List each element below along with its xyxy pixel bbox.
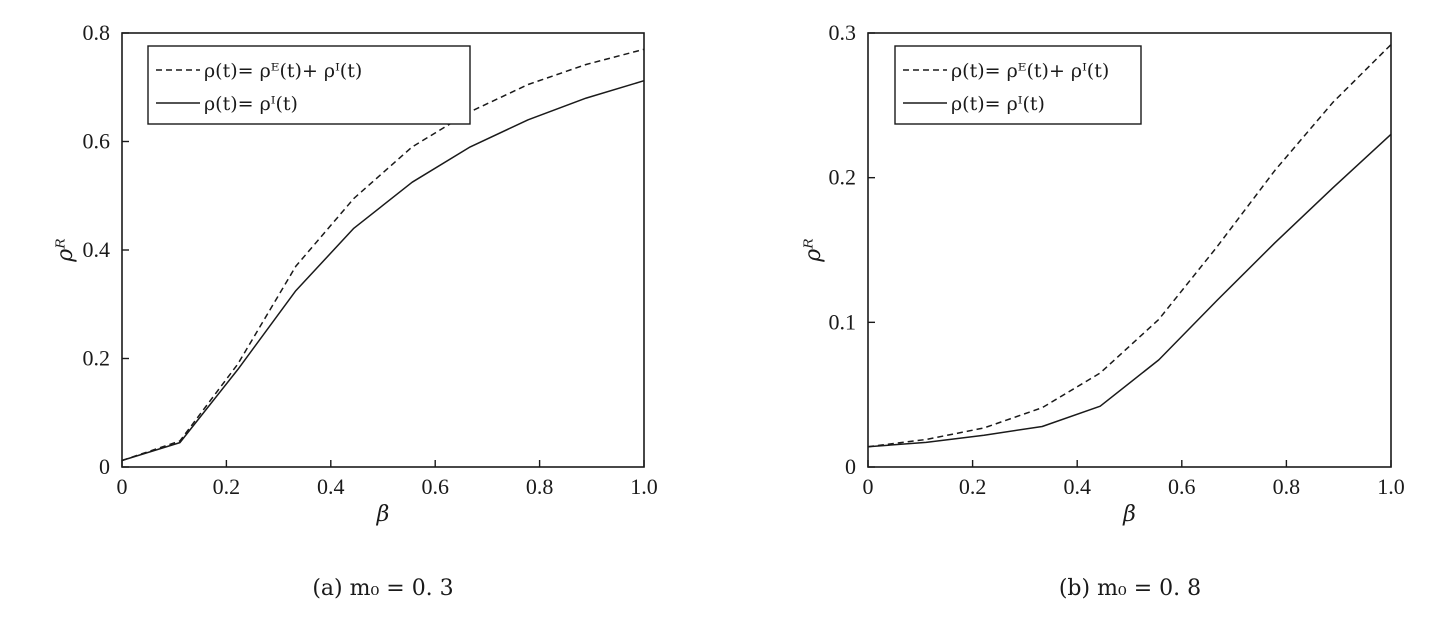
x-tick-label: 0.4	[1063, 474, 1091, 499]
x-tick-label: 0	[863, 474, 874, 499]
y-axis-label: ρᴿ	[801, 238, 826, 262]
y-tick-label: 0.8	[83, 20, 111, 45]
x-tick-label: 0	[117, 474, 128, 499]
y-tick-label: 0.3	[829, 20, 857, 45]
x-tick-label: 1.0	[630, 474, 658, 499]
panel-caption: (a) m₀ = 0. 3	[312, 576, 453, 601]
x-tick-label: 1.0	[1377, 474, 1405, 499]
x-axis-label: β	[1122, 502, 1136, 527]
y-tick-label: 0.2	[83, 346, 111, 371]
legend-box	[147, 45, 471, 125]
legend-label: ρ(t)= ρᴱ(t)+ ρᴵ(t)	[204, 60, 362, 82]
y-tick-label: 0.1	[829, 309, 857, 334]
x-tick-label: 0.4	[317, 474, 345, 499]
legend-label: ρ(t)= ρᴵ(t)	[951, 93, 1045, 115]
y-tick-label: 0.4	[83, 237, 111, 262]
y-tick-label: 0	[845, 454, 856, 479]
x-tick-label: 0.8	[526, 474, 554, 499]
plot-frame	[867, 32, 1392, 468]
y-axis-label: ρᴿ	[53, 238, 78, 262]
y-tick-label: 0.2	[829, 165, 857, 190]
chart-panel-b: 0 0.2 0.4 0.6 0.8 1.0 0 0.1 0.2 0.3 β ρᴿ ρ(t)= ρᴱ(t)…	[801, 20, 1405, 601]
series-line-total	[121, 48, 645, 462]
x-axis-label: β	[376, 502, 390, 527]
chart-panel-a: 0 0.2 0.4 0.6 0.8 1.0 0 0.2 0.4 0.6 0.8 β ρᴿ ρ(t)= ρᴱ…	[53, 20, 658, 601]
x-tick-label: 0.2	[959, 474, 987, 499]
x-tick-label: 0.6	[1168, 474, 1196, 499]
y-tick-label: 0	[99, 454, 110, 479]
series-line-infected	[867, 133, 1392, 448]
legend: ρ(t)= ρᴱ(t)+ ρᴵ(t) ρ(t)= ρᴵ(t)	[147, 45, 471, 125]
legend-label: ρ(t)= ρᴵ(t)	[204, 93, 298, 115]
x-tick-label: 0.2	[213, 474, 241, 499]
legend-label: ρ(t)= ρᴱ(t)+ ρᴵ(t)	[951, 60, 1109, 82]
y-tick-label: 0.6	[83, 129, 111, 154]
series-line-infected	[121, 79, 645, 462]
x-tick-label: 0.6	[421, 474, 449, 499]
legend-box	[894, 45, 1142, 125]
x-tick-label: 0.8	[1273, 474, 1301, 499]
panel-caption: (b) m₀ = 0. 8	[1059, 576, 1201, 601]
legend: ρ(t)= ρᴱ(t)+ ρᴵ(t) ρ(t)= ρᴵ(t)	[894, 45, 1142, 125]
